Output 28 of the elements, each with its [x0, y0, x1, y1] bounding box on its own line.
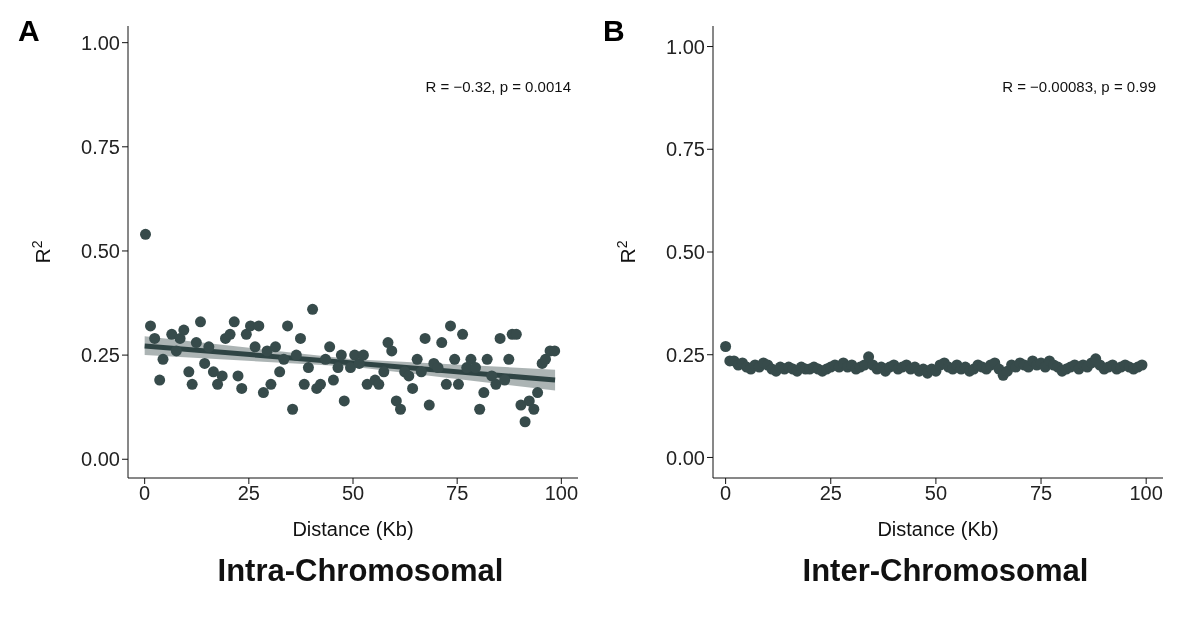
- y-tick-label: 0.25: [81, 344, 120, 367]
- x-tick-label: 25: [819, 482, 842, 505]
- x-tick-label: 0: [139, 482, 151, 505]
- annotation: R = −0.32, p = 0.0014: [425, 78, 571, 95]
- x-tick-label: 25: [237, 482, 260, 505]
- y-tick-label: 0.50: [81, 240, 120, 263]
- x-tick-label: 75: [1029, 482, 1053, 505]
- y-tick-label: 0.50: [666, 241, 705, 264]
- y-tick-label: 0.75: [81, 135, 120, 158]
- x-axis-title: Distance (Kb): [292, 518, 414, 540]
- y-tick-label: 1.00: [81, 31, 120, 54]
- text: Intra-Chromosomal: [216, 553, 505, 589]
- y-tick-label: 0.25: [666, 343, 705, 366]
- x-axis-title: Distance (Kb): [877, 518, 999, 540]
- x-tick-label: 100: [1129, 482, 1163, 505]
- y-tick-label: 0.00: [666, 446, 705, 469]
- x-tick-label: 0: [720, 482, 732, 505]
- chart-title: B: [603, 14, 625, 48]
- chart-title: A: [18, 14, 40, 48]
- x-tick-label: 75: [446, 482, 469, 505]
- x-tick-label: 50: [341, 482, 365, 505]
- x-tick-label: 100: [544, 482, 579, 505]
- y-tick-label: 1.00: [666, 35, 705, 58]
- x-tick-label: 50: [924, 482, 948, 505]
- annotation: R = −0.00083, p = 0.99: [1002, 78, 1156, 95]
- y-tick-label: 0.75: [666, 138, 705, 161]
- y-tick-label: 0.00: [81, 448, 120, 471]
- text: Inter-Chromosomal: [801, 553, 1090, 589]
